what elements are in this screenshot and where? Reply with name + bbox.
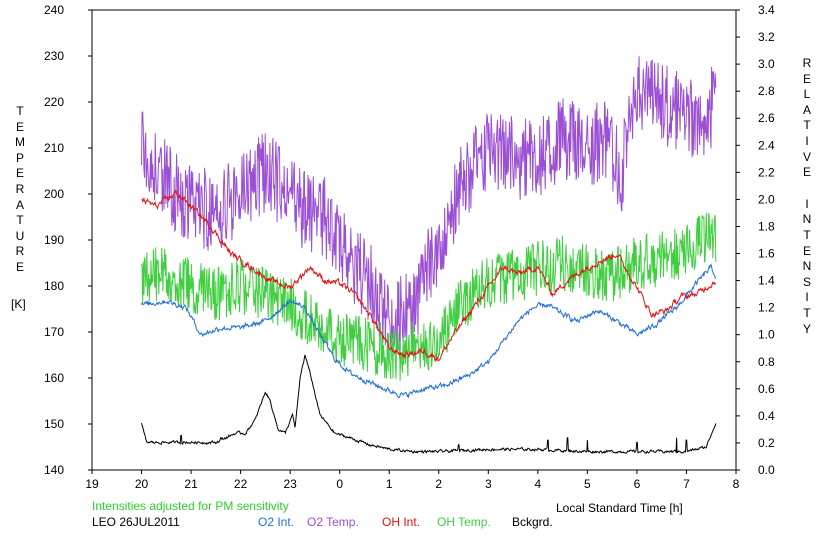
y-right-tick-label: 0.4 — [758, 409, 775, 423]
left-axis-unit: [K] — [11, 297, 26, 311]
x-tick-label: 0 — [336, 477, 343, 491]
legend-oh-int: OH Int. — [382, 515, 421, 529]
axis-title-letter: P — [15, 150, 24, 165]
y-right-tick-label: 2.6 — [758, 111, 775, 125]
y-right-tick-label: 2.4 — [758, 138, 775, 152]
y-right-tick-label: 3.0 — [758, 57, 775, 71]
series-line-o2-temp — [141, 56, 717, 361]
x-tick-label: 7 — [683, 477, 690, 491]
legend-o2-int: O2 Int. — [258, 515, 295, 529]
axis-title-letter: I — [805, 134, 809, 148]
axis-title-letter: Y — [802, 321, 811, 336]
y-left-tick-label: 140 — [44, 463, 64, 477]
y-right-tick-label: 1.8 — [758, 219, 775, 233]
axis-title-letter: M — [15, 135, 25, 150]
y-right-tick-label: 2.8 — [758, 84, 775, 98]
y-right-tick-label: 1.6 — [758, 247, 775, 261]
y-right-tick-label: 2.2 — [758, 165, 775, 179]
y-right-tick-label: 0.8 — [758, 355, 775, 369]
x-tick-label: 3 — [485, 477, 492, 491]
ticks-layer: 19 20 21 22 23 0 1 2 3 4 5 6 7 8140150160170180190200… — [44, 3, 775, 491]
y-left-tick-label: 170 — [44, 325, 64, 339]
y-left-tick-label: 220 — [44, 95, 64, 109]
axis-title-letter: E — [802, 243, 811, 258]
axis-title-letter: U — [15, 228, 25, 243]
axis-title-letter: T — [803, 118, 811, 133]
y-right-tick-label: 3.4 — [758, 3, 775, 17]
y-right-tick-label: 3.2 — [758, 30, 775, 44]
axis-title-letter: T — [16, 213, 24, 228]
legend-bckgrd: Bckgrd. — [512, 515, 553, 529]
sensitivity-note: Intensities adjusted for PM sensitivity — [92, 499, 289, 513]
axis-title-letter: E — [15, 166, 24, 181]
y-left-tick-label: 150 — [44, 417, 64, 431]
y-right-tick-label: 1.4 — [758, 274, 775, 288]
legend-o2-temp: O2 Temp. — [307, 515, 359, 529]
legend-oh-temp: OH Temp. — [437, 515, 491, 529]
x-tick-label: 6 — [634, 477, 641, 491]
axis-title-letter: N — [802, 212, 812, 227]
x-tick-label: 21 — [184, 477, 198, 491]
x-tick-label: 2 — [435, 477, 442, 491]
series-line-bckgrd — [141, 354, 717, 455]
axis-title-letter: E — [15, 119, 24, 134]
axis-title-letter: L — [803, 87, 811, 102]
axis-title-letter: N — [802, 259, 812, 274]
series-layer — [141, 56, 717, 455]
y-left-tick-label: 180 — [44, 279, 64, 293]
x-tick-label: 4 — [535, 477, 542, 491]
axis-title-letter: V — [802, 149, 811, 164]
axis-title-letter: T — [16, 104, 24, 118]
y-left-tick-label: 160 — [44, 371, 64, 385]
axis-title-letter: E — [15, 260, 24, 274]
y-right-tick-label: 1.0 — [758, 328, 775, 342]
y-left-tick-label: 210 — [44, 141, 64, 155]
axis-title-letter: A — [802, 102, 811, 117]
x-tick-label: 20 — [135, 477, 149, 491]
x-tick-label: 1 — [386, 477, 393, 491]
station-date: LEO 26JUL2011 — [92, 515, 180, 529]
axis-title-letter: S — [802, 274, 811, 289]
axis-title-letter: R — [15, 244, 25, 259]
axis-title-letter: I — [805, 290, 809, 305]
y-right-tick-label: 1.2 — [758, 301, 775, 315]
axis-title-letter: E — [802, 165, 811, 180]
x-tick-label: 5 — [584, 477, 591, 491]
series-line-oh-temp — [141, 212, 717, 381]
axis-title-letter: R — [802, 56, 812, 70]
y-right-tick-label: 2.0 — [758, 192, 775, 206]
series-line-o2-int — [141, 263, 717, 399]
axis-title-letter: E — [802, 71, 811, 86]
x-tick-label: 22 — [234, 477, 248, 491]
y-left-tick-label: 200 — [44, 187, 64, 201]
x-tick-label: 19 — [85, 477, 99, 491]
series-line-oh-int — [141, 189, 716, 363]
x-tick-label: 8 — [733, 477, 740, 491]
axis-title-letter: T — [803, 306, 811, 320]
y-left-tick-label: 230 — [44, 49, 64, 63]
y-right-tick-label: 0.6 — [758, 382, 775, 396]
x-axis-label: Local Standard Time [h] — [556, 501, 683, 515]
y-right-tick-label: 0.0 — [758, 463, 775, 477]
axis-title-letter: A — [15, 197, 24, 212]
axis-title-letter: T — [803, 228, 811, 242]
y-left-tick-label: 240 — [44, 3, 64, 17]
y-left-tick-label: 190 — [44, 233, 64, 247]
axis-title-letter: R — [15, 182, 25, 196]
y-right-tick-label: 0.2 — [758, 436, 775, 450]
axis-title-letter: I — [805, 196, 809, 211]
x-tick-label: 23 — [283, 477, 297, 491]
